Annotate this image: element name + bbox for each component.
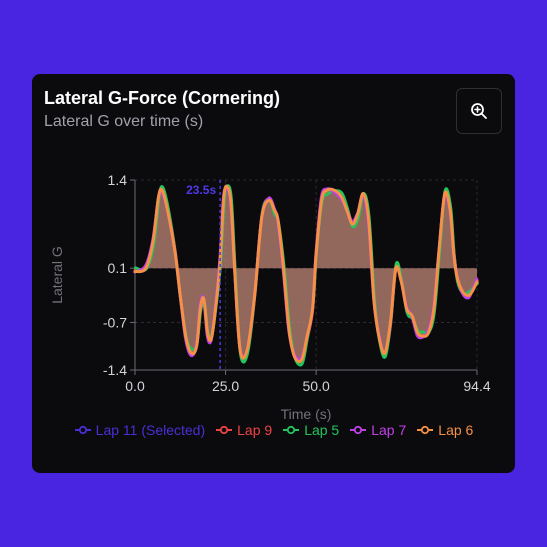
x-tick-label: 50.0 [303,378,330,394]
legend-item[interactable]: Lap 11 (Selected) [74,422,205,438]
series-line-4 [133,184,479,364]
zoom-in-icon [471,103,487,119]
legend-swatch-icon [216,425,233,435]
x-tick-label: 0.0 [125,378,145,394]
legend-item[interactable]: Lap 7 [349,422,406,438]
chart-subtitle: Lateral G over time (s) [44,113,204,130]
chart-legend: Lap 11 (Selected) Lap 9 Lap 5 Lap 7 Lap 6 [32,422,515,438]
legend-label: Lap 11 (Selected) [95,422,206,438]
x-tick-label: 94.4 [463,378,490,394]
y-tick-label: -1.4 [103,362,127,378]
legend-item[interactable]: Lap 6 [416,422,473,438]
legend-swatch-icon [417,425,434,435]
legend-swatch-icon [74,425,91,435]
chart-title: Lateral G-Force (Cornering) [44,88,281,108]
legend-label: Lap 6 [438,422,474,438]
time-marker-label: 23.5s [186,183,216,197]
zoom-button[interactable] [456,88,502,134]
y-axis-label: Lateral G [49,246,65,304]
chart-card: Lateral G-Force (Cornering) Lateral G ov… [32,74,515,473]
y-tick-label: -0.7 [103,315,127,331]
area-fill [135,186,477,362]
legend-swatch-icon [350,425,367,435]
legend-swatch-icon [283,425,300,435]
lateral-g-chart: 0.0 25.0 50.0 94.4 1.4 0.1 -0.7 -1.4 Time (s) Lat… [49,172,491,422]
legend-label: Lap 7 [371,422,407,438]
legend-item[interactable]: Lap 5 [282,422,339,438]
legend-item[interactable]: Lap 9 [215,422,272,438]
legend-label: Lap 5 [304,422,340,438]
x-tick-label: 25.0 [212,378,239,394]
x-axis-label: Time (s) [281,406,332,422]
y-tick-label: 1.4 [108,172,128,188]
legend-label: Lap 9 [237,422,273,438]
y-tick-label: 0.1 [108,260,128,276]
